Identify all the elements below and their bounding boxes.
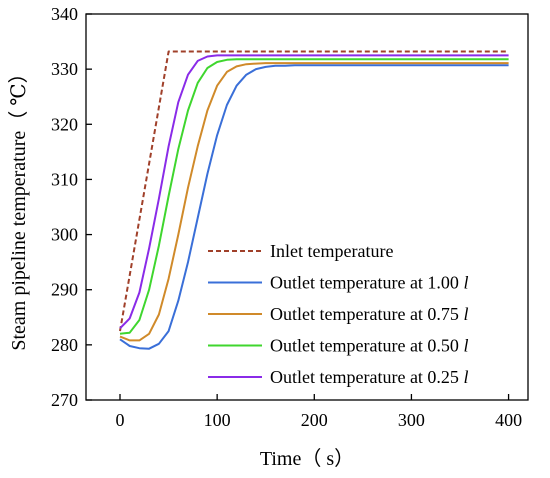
x-tick-label: 400 [495, 410, 522, 430]
series-line-2 [119, 62, 509, 342]
legend-name: Outlet temperature at 0.75 [270, 304, 463, 324]
y-tick-label: 300 [51, 225, 78, 245]
x-axis-title: Time（ s） [260, 447, 354, 470]
x-tick-label: 200 [301, 410, 328, 430]
y-tick-label: 270 [51, 390, 78, 410]
y-tick-label: 320 [51, 114, 78, 134]
legend-label-4: Outlet temperature at 0.25 l [270, 367, 468, 387]
legend-length-symbol: l [463, 336, 468, 356]
legend-name: Outlet temperature at 1.00 [270, 273, 463, 293]
legend-name: Outlet temperature at 0.50 [270, 336, 463, 356]
legend-length-symbol: l [463, 304, 468, 324]
legend-name: Outlet temperature at 0.25 [270, 367, 463, 387]
x-tick-label: 300 [398, 410, 425, 430]
series-line-3 [119, 58, 509, 335]
x-tick-label: 100 [204, 410, 231, 430]
legend: Inlet temperature Outlet temperature at 1… [208, 241, 468, 387]
plot-frame [85, 13, 529, 401]
y-tick-label: 310 [51, 169, 78, 189]
y-tick-label: 280 [51, 335, 78, 355]
x-tick-label: 0 [116, 410, 125, 430]
series-line-1 [119, 64, 509, 350]
legend-label-0: Inlet temperature [270, 241, 393, 261]
legend-label-3: Outlet temperature at 0.50 l [270, 336, 468, 356]
legend-length-symbol: l [463, 367, 468, 387]
legend-label-1: Outlet temperature at 1.00 l [270, 273, 468, 293]
y-axis-title: Steam pipeline temperature（ ℃） [7, 63, 30, 350]
series-line-0 [119, 50, 509, 332]
y-tick-label: 340 [51, 4, 78, 24]
y-tick-label: 330 [51, 59, 78, 79]
legend-name: Inlet temperature [270, 241, 393, 261]
ticks-layer: 0 100 200 300 400 270 280 290 300 310 320 330 340 [51, 4, 522, 430]
legend-length-symbol: l [463, 273, 468, 293]
series-layer [119, 50, 509, 350]
series-line-4 [119, 54, 509, 329]
y-tick-label: 290 [51, 280, 78, 300]
legend-label-2: Outlet temperature at 0.75 l [270, 304, 468, 324]
